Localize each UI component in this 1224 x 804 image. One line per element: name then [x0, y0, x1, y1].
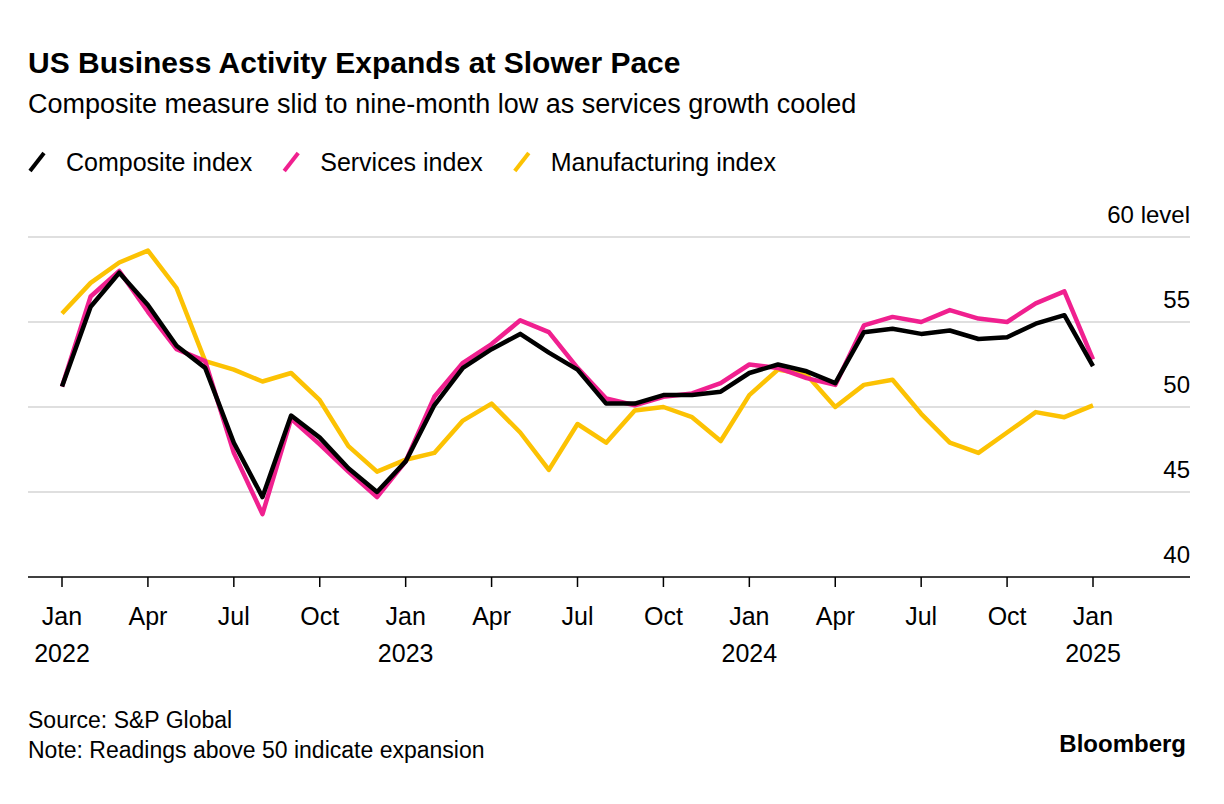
grid: [28, 237, 1190, 577]
x-tick-label: Jul: [905, 602, 937, 630]
x-tick: [835, 577, 837, 587]
y-tick-label: 45: [1163, 456, 1190, 483]
x-tick-label-part: Jul: [218, 602, 250, 630]
x-tick: [319, 577, 321, 587]
legend-label: Services index: [320, 148, 483, 176]
x-tick-label-part: Apr: [128, 602, 167, 630]
x-tick-label: Jul: [562, 602, 594, 630]
x-tick-label: Apr: [816, 602, 855, 630]
x-tick: [61, 577, 63, 587]
title: US Business Activity Expands at Slower P…: [28, 46, 680, 79]
x-tick-label-part: Jan: [386, 602, 426, 630]
x-tick-label: Jan 2024: [722, 602, 778, 667]
legend-swatch: [515, 153, 529, 171]
x-tick: [577, 577, 579, 587]
legend-label: Composite index: [66, 148, 253, 176]
x-tick: [233, 577, 235, 587]
legend: Composite index Services index Manufacturi…: [30, 148, 776, 176]
x-tick-label-part: Apr: [816, 602, 855, 630]
y-tick-label: 55: [1163, 286, 1190, 313]
x-tick: [405, 577, 407, 587]
grid-line: [28, 491, 1190, 493]
grid-line: [28, 321, 1190, 323]
x-tick-label-part: 2022: [34, 639, 90, 667]
x-tick-label: Jan 2022: [34, 602, 90, 667]
x-tick-label-part: Jan: [42, 602, 82, 630]
x-tick-label-part: Jan: [1073, 602, 1113, 630]
subtitle: Composite measure slid to nine-month low…: [28, 89, 856, 119]
x-tick-label-part: Jul: [562, 602, 594, 630]
x-tick-label: Apr: [472, 602, 511, 630]
y-tick-label: 50: [1163, 371, 1190, 398]
x-tick: [491, 577, 493, 587]
x-tick: [663, 577, 665, 587]
series-line: [62, 251, 1093, 472]
note: Note: Readings above 50 indicate expansi…: [28, 737, 485, 763]
credit: Bloomberg: [1059, 730, 1186, 757]
series-line: [62, 273, 1093, 497]
x-tick: [1006, 577, 1008, 587]
grid-line: [28, 236, 1190, 238]
x-tick-label: Apr: [128, 602, 167, 630]
x-tick-label: Oct: [300, 602, 339, 630]
x-axis: Jan 2022 Apr Jul Oct Jan 2023 Apr Jul Oct Jan 2024 A…: [34, 577, 1121, 667]
x-tick-label: Oct: [644, 602, 683, 630]
legend-label: Manufacturing index: [551, 148, 777, 176]
y-tick-label: 40: [1163, 541, 1190, 568]
x-tick-label-part: Jan: [729, 602, 769, 630]
series-line: [62, 271, 1093, 514]
source: Source: S&P Global: [28, 707, 232, 733]
legend-swatch: [284, 153, 298, 171]
x-tick-label-part: Apr: [472, 602, 511, 630]
x-tick-label-part: Oct: [988, 602, 1027, 630]
x-tick: [749, 577, 751, 587]
x-tick-label-part: 2025: [1065, 639, 1121, 667]
x-tick-label-part: Oct: [644, 602, 683, 630]
x-tick-label: Jul: [218, 602, 250, 630]
x-tick: [1092, 577, 1094, 587]
x-tick: [147, 577, 149, 587]
legend-swatch: [30, 153, 44, 171]
x-tick-label: Oct: [988, 602, 1027, 630]
x-tick-label: Jan 2025: [1065, 602, 1121, 667]
x-tick-label-part: 2023: [378, 639, 434, 667]
grid-line: [28, 406, 1190, 408]
lines: [62, 251, 1093, 514]
x-tick-label: Jan 2023: [378, 602, 434, 667]
x-tick-label-part: Jul: [905, 602, 937, 630]
y-tick-label: 60 level: [1107, 201, 1190, 228]
axis-line: [28, 576, 1190, 578]
x-tick-label-part: Oct: [300, 602, 339, 630]
x-tick-label-part: 2024: [722, 639, 778, 667]
chart: US Business Activity Expands at Slower P…: [0, 0, 1224, 804]
x-tick: [920, 577, 922, 587]
